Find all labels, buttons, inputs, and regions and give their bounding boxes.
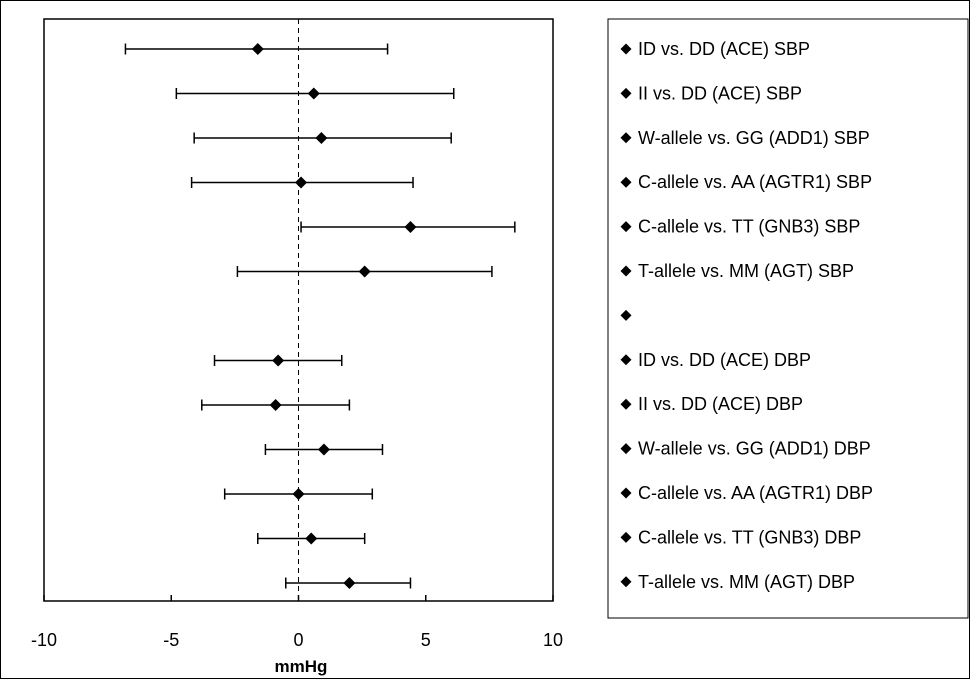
legend-entry-label: C-allele vs. AA (AGTR1) SBP <box>638 172 872 192</box>
point-estimate-marker <box>343 577 356 589</box>
legend-marker-icon <box>620 87 632 99</box>
legend-marker-icon <box>620 176 632 188</box>
legend-marker-icon <box>620 132 632 144</box>
point-estimate-marker <box>272 354 285 367</box>
point-estimate-marker <box>292 488 305 500</box>
legend-marker-icon <box>620 487 632 499</box>
point-estimate-marker <box>269 399 282 411</box>
point-estimate-marker <box>315 132 328 144</box>
legend-marker-icon <box>620 265 632 277</box>
legend-marker-icon <box>620 354 632 366</box>
point-estimate-marker <box>358 265 371 278</box>
legend-entry-label: II vs. DD (ACE) DBP <box>638 394 803 414</box>
legend-marker-icon <box>620 576 632 588</box>
legend-entry-label: T-allele vs. MM (AGT) DBP <box>638 572 855 592</box>
x-tick-label: -5 <box>163 630 179 650</box>
point-estimate-marker <box>317 443 330 456</box>
x-tick-label: 10 <box>543 630 563 650</box>
legend-entry-label: C-allele vs. TT (GNB3) DBP <box>638 527 861 547</box>
point-estimate-marker <box>295 176 308 189</box>
legend-entry-label: C-allele vs. AA (AGTR1) DBP <box>638 483 873 503</box>
point-estimate-marker <box>307 87 320 100</box>
legend-entry-label: II vs. DD (ACE) SBP <box>638 83 802 103</box>
legend-box <box>607 18 969 619</box>
point-estimate-marker <box>305 532 318 545</box>
legend-marker-icon <box>620 443 632 455</box>
legend-marker-icon <box>620 221 632 233</box>
legend-marker-icon <box>620 398 632 410</box>
legend-entry-label: ID vs. DD (ACE) DBP <box>638 350 811 370</box>
legend-entry-label: T-allele vs. MM (AGT) SBP <box>638 261 854 281</box>
x-axis-title: mmHg <box>275 657 328 676</box>
legend-marker-icon <box>620 309 632 321</box>
x-tick-label: -10 <box>31 630 57 650</box>
legend-entry-label: ID vs. DD (ACE) SBP <box>638 39 810 59</box>
legend-entry-label: C-allele vs. TT (GNB3) SBP <box>638 217 860 237</box>
legend-marker-icon <box>620 43 632 55</box>
legend-entry-label: W-allele vs. GG (ADD1) DBP <box>638 439 871 459</box>
legend-marker-icon <box>620 531 632 543</box>
point-estimate-marker <box>404 221 417 233</box>
legend-entry-label: W-allele vs. GG (ADD1) SBP <box>638 128 870 148</box>
x-tick-label: 5 <box>421 630 431 650</box>
point-estimate-marker <box>251 43 264 55</box>
x-tick-label: 0 <box>293 630 303 650</box>
